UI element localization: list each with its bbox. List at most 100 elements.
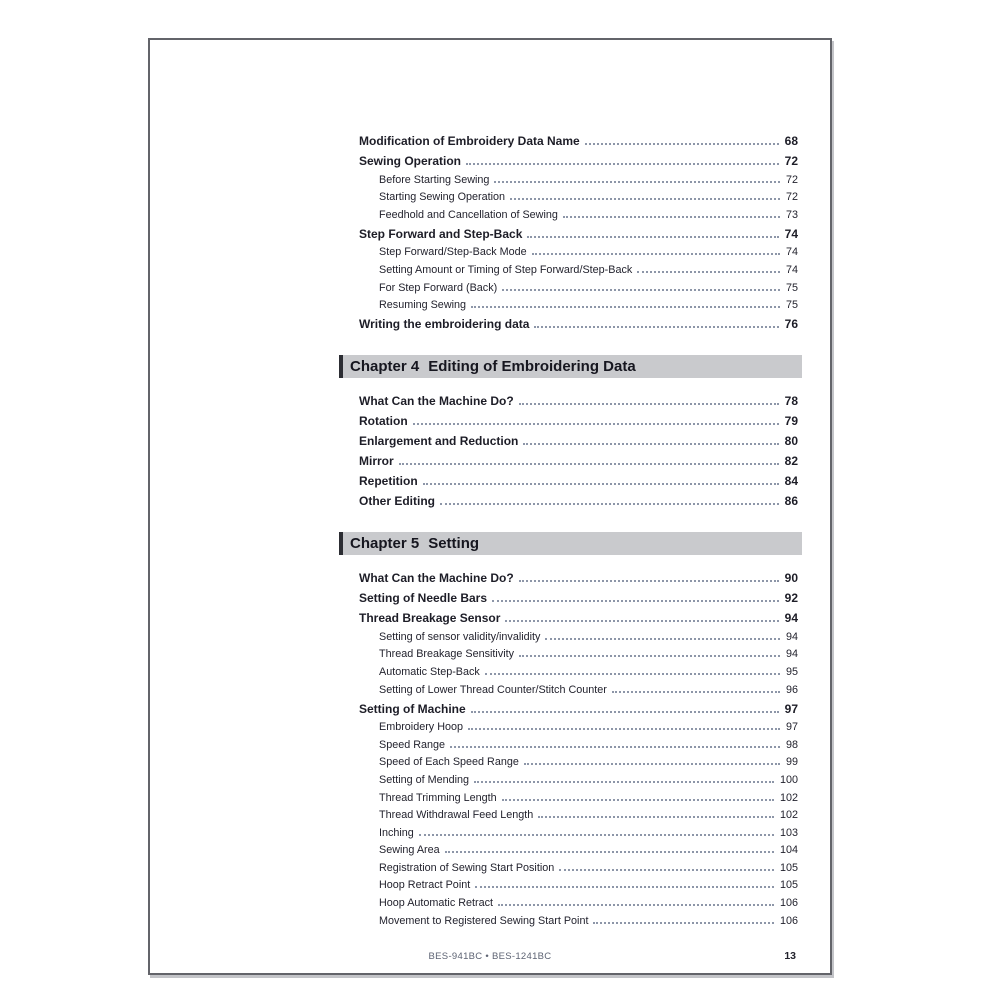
toc-entry-page-number: 94 (785, 630, 798, 643)
toc-entry-label: Starting Sewing Operation (379, 191, 506, 204)
toc-entry: Speed Range 98 (379, 733, 802, 751)
toc-entry-label: Speed of Each Speed Range (379, 756, 519, 769)
dot-leader (637, 270, 780, 273)
toc-entry-page-number: 105 (779, 879, 798, 892)
toc-entry-page-number: 74 (785, 246, 798, 259)
chapter-number: Chapter 5 (350, 535, 420, 553)
dot-leader (518, 580, 779, 583)
dot-leader (440, 503, 779, 506)
toc-entry-page-number: 97 (784, 701, 798, 716)
scanned-manual-page: Modification of Embroidery Data Name 68 Se… (148, 38, 832, 975)
dot-leader (523, 443, 779, 446)
table-of-contents: Modification of Embroidery Data Name 68 Se… (339, 128, 802, 927)
toc-entry-label: Speed Range (379, 738, 446, 751)
toc-entry-label: Setting of Machine (359, 701, 466, 716)
toc-entry: Resuming Sewing 75 (379, 294, 802, 312)
toc-entry-label: Setting of Mending (379, 773, 470, 786)
toc-entry: Modification of Embroidery Data Name 68 (359, 128, 802, 148)
toc-entry-label: Enlargement and Reduction (359, 434, 519, 449)
toc-entry-page-number: 105 (779, 861, 798, 874)
toc-entry: Setting of sensor validity/invalidity 94 (379, 625, 802, 643)
toc-entry-page-number: 86 (784, 494, 798, 509)
toc-entry: Thread Withdrawal Feed Length 102 (379, 804, 802, 821)
toc-entry-label: Thread Trimming Length (379, 791, 497, 804)
toc-entry: Embroidery Hoop 97 (379, 716, 802, 733)
toc-entry-page-number: 99 (785, 756, 798, 769)
toc-entry-label: Rotation (359, 414, 408, 429)
toc-entry-label: Before Starting Sewing (379, 173, 490, 186)
toc-entry: Enlargement and Reduction 80 (359, 428, 802, 448)
dot-leader (498, 904, 774, 907)
toc-entry-page-number: 100 (779, 773, 798, 786)
toc-entry-label: Setting Amount or Timing of Step Forward… (379, 263, 633, 276)
toc-entry-label: Hoop Automatic Retract (379, 897, 494, 910)
toc-entry: Repetition 84 (359, 468, 802, 488)
toc-entry-page-number: 73 (785, 208, 798, 221)
toc-entry: Rotation 79 (359, 408, 802, 428)
toc-entry: Hoop Retract Point 105 (379, 874, 802, 892)
dot-leader (412, 423, 779, 426)
toc-entry: Speed of Each Speed Range 99 (379, 751, 802, 769)
dot-leader (418, 833, 774, 836)
dot-leader (484, 672, 780, 675)
toc-entry-page-number: 106 (779, 914, 798, 927)
toc-entry: Inching 103 (379, 821, 802, 839)
toc-entry: Thread Trimming Length 102 (379, 786, 802, 804)
dot-leader (523, 763, 780, 766)
dot-leader (468, 728, 780, 731)
toc-entry: Movement to Registered Sewing Start Poin… (379, 909, 802, 927)
toc-entry-label: Sewing Operation (359, 154, 462, 168)
toc-entry-page-number: 94 (785, 648, 798, 661)
toc-entry-label: Sewing Area (379, 844, 440, 857)
dot-leader (502, 288, 780, 291)
toc-entry-page-number: 106 (779, 897, 798, 910)
toc-entry-page-number: 92 (784, 591, 798, 606)
toc-entry-label: Setting of Lower Thread Counter/Stitch C… (379, 683, 607, 696)
dot-leader (466, 163, 779, 165)
toc-entry-page-number: 95 (785, 665, 798, 678)
toc-entry-page-number: 82 (784, 454, 798, 469)
toc-entry-label: Thread Breakage Sensitivity (379, 648, 515, 661)
dot-leader (474, 780, 774, 783)
toc-entry-label: Movement to Registered Sewing Start Poin… (379, 914, 589, 927)
toc-entry-page-number: 72 (784, 154, 798, 168)
toc-entry: Thread Breakage Sensor 94 (359, 605, 802, 625)
toc-entry: Setting of Needle Bars 92 (359, 585, 802, 605)
chapter-heading: Chapter 4 Editing of Embroidering Data (339, 355, 802, 379)
dot-leader (494, 180, 780, 183)
toc-entry-page-number: 72 (785, 191, 798, 204)
toc-entry: Setting of Lower Thread Counter/Stitch C… (379, 678, 802, 696)
toc-entry: For Step Forward (Back) 75 (379, 276, 802, 294)
dot-leader (584, 143, 779, 145)
toc-entry-page-number: 98 (785, 738, 798, 751)
toc-entry-page-number: 78 (784, 394, 798, 409)
dot-leader (475, 886, 774, 889)
toc-entry-label: Modification of Embroidery Data Name (359, 134, 580, 148)
chapter-title: Setting (428, 535, 480, 553)
dot-leader (559, 868, 774, 871)
toc-entry: Setting of Machine 97 (359, 696, 802, 716)
toc-entry: Feedhold and Cancellation of Sewing 73 (379, 203, 802, 221)
toc-entry-label: Writing the embroidering data (359, 317, 530, 332)
dot-leader (471, 306, 780, 309)
toc-entry-label: Step Forward and Step-Back (359, 226, 523, 241)
toc-entry-label: What Can the Machine Do? (359, 571, 514, 586)
dot-leader (519, 655, 780, 658)
toc-entry-label: Automatic Step-Back (379, 665, 480, 678)
toc-entry-label: Registration of Sewing Start Position (379, 861, 555, 874)
toc-entry: What Can the Machine Do? 78 (359, 388, 802, 408)
dot-leader (492, 600, 779, 603)
footer-page-number: 13 (784, 950, 796, 962)
toc-entry-page-number: 90 (784, 571, 798, 586)
dot-leader (611, 690, 780, 693)
dot-leader (422, 483, 779, 486)
toc-entry-page-number: 75 (785, 299, 798, 312)
toc-entry: Sewing Area 104 (379, 839, 802, 857)
dot-leader (505, 620, 779, 623)
dot-leader (450, 745, 780, 748)
toc-entry-label: For Step Forward (Back) (379, 281, 498, 294)
toc-entry-page-number: 96 (785, 683, 798, 696)
toc-entry-label: Setting of sensor validity/invalidity (379, 630, 541, 643)
toc-entry: Setting of Mending 100 (379, 768, 802, 786)
toc-entry: Setting Amount or Timing of Step Forward… (379, 258, 802, 276)
